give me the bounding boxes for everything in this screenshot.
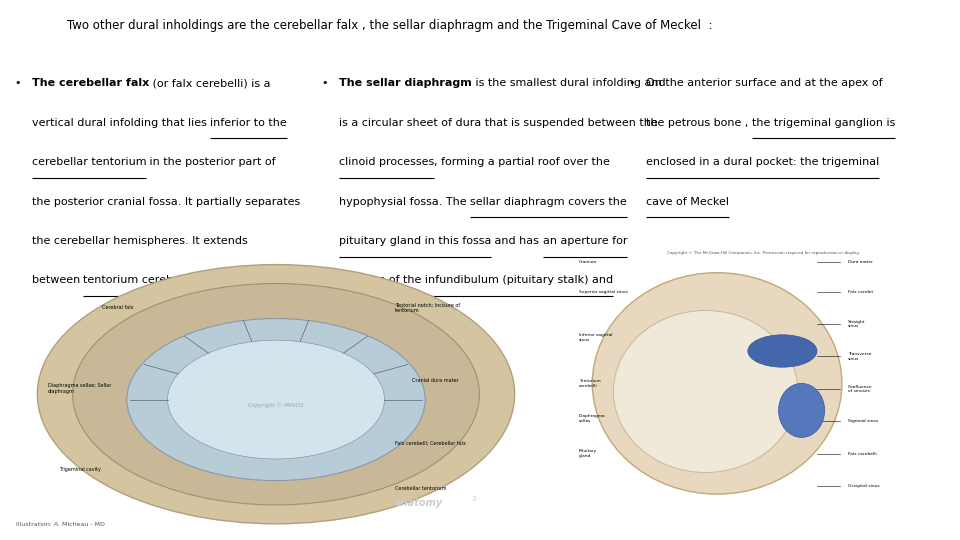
Text: between: between (32, 275, 84, 286)
Text: an aperture for: an aperture for (542, 236, 627, 246)
Text: The cerebellar falx: The cerebellar falx (32, 78, 149, 89)
Ellipse shape (613, 310, 798, 472)
Text: Falx cerebelli; Cerebellar falx: Falx cerebelli; Cerebellar falx (396, 440, 467, 445)
Text: pituitary gland in this fossa: pituitary gland in this fossa (339, 236, 492, 246)
Ellipse shape (127, 319, 425, 481)
Text: Dura mater: Dura mater (848, 260, 873, 264)
Text: Cranium: Cranium (579, 260, 597, 264)
Text: •: • (322, 78, 328, 89)
Text: the posterior cranial fossa. It partially separates: the posterior cranial fossa. It partiall… (32, 197, 300, 207)
Text: Falx cerebelli: Falx cerebelli (848, 451, 876, 456)
Text: anatomy: anatomy (396, 497, 444, 508)
Text: Inferior sagittal
sinus: Inferior sagittal sinus (579, 333, 612, 342)
Text: Cerebellar tentorium: Cerebellar tentorium (396, 486, 446, 491)
Text: Tentorium
cerebelli: Tentorium cerebelli (579, 379, 601, 388)
Text: passage of the infundibulum (pituitary stalk) and: passage of the infundibulum (pituitary s… (339, 275, 613, 286)
Text: tentorium cerebelli and occipital crest: tentorium cerebelli and occipital crest (84, 275, 296, 286)
Text: Diaphragma
sellas: Diaphragma sellas (579, 414, 606, 423)
Text: The sellar diaphragm: The sellar diaphragm (339, 78, 471, 89)
Text: , forming a partial roof over the: , forming a partial roof over the (434, 157, 610, 167)
Text: On the anterior surface and at the apex of: On the anterior surface and at the apex … (646, 78, 882, 89)
Text: Confluence
of sinuses: Confluence of sinuses (848, 384, 873, 393)
Text: hypophysial veins.: hypophysial veins. (339, 315, 443, 325)
Text: is a circular sheet of dura that is suspended between the: is a circular sheet of dura that is susp… (339, 118, 658, 128)
Text: Occipital sinus: Occipital sinus (848, 484, 879, 488)
Text: Illustration: A. Micheau - MD: Illustration: A. Micheau - MD (15, 522, 105, 526)
Text: 3: 3 (471, 496, 476, 502)
Text: sellar diaphragm covers the: sellar diaphragm covers the (470, 197, 627, 207)
Text: Copyright © IMAIOS: Copyright © IMAIOS (249, 402, 303, 408)
Text: •: • (14, 78, 21, 89)
Text: Transverse
sinus: Transverse sinus (848, 352, 871, 361)
Text: Straight
sinus: Straight sinus (848, 320, 865, 328)
Text: Pituitary
gland: Pituitary gland (579, 449, 597, 458)
Text: Trigeminal cavity: Trigeminal cavity (60, 467, 101, 472)
Text: hypophysial fossa. The: hypophysial fossa. The (339, 197, 470, 207)
Text: enclosed in a dural pocket: the trigeminal: enclosed in a dural pocket: the trigemin… (646, 157, 879, 167)
Ellipse shape (73, 284, 479, 505)
Text: (or falx cerebelli) is a: (or falx cerebelli) is a (149, 78, 271, 89)
Text: Cerebral falx: Cerebral falx (103, 305, 134, 310)
Text: the petrous bone ,: the petrous bone , (646, 118, 752, 128)
Text: Superior sagittal sinus: Superior sagittal sinus (579, 289, 628, 294)
Ellipse shape (37, 265, 515, 524)
Text: and has: and has (492, 236, 542, 246)
Text: Sigmoid sinus: Sigmoid sinus (848, 419, 878, 423)
Ellipse shape (167, 340, 384, 459)
Text: vertical dural infolding that lies: vertical dural infolding that lies (32, 118, 210, 128)
Text: cerebellar tentorium: cerebellar tentorium (32, 157, 146, 167)
Text: the trigeminal ganglion is: the trigeminal ganglion is (752, 118, 896, 128)
Text: Falx cerebri: Falx cerebri (848, 289, 873, 294)
Text: Diaphragma sellae; Sellar
diaphragm: Diaphragma sellae; Sellar diaphragm (48, 383, 111, 394)
Text: clinoid processes: clinoid processes (339, 157, 434, 167)
Text: Two other dural inholdings are the cerebellar falx , the sellar diaphragm and th: Two other dural inholdings are the cereb… (67, 19, 712, 32)
Text: Tentorial notch; Incisure of
tentorium: Tentorial notch; Incisure of tentorium (396, 302, 461, 313)
Text: inferior to the: inferior to the (210, 118, 287, 128)
Text: Cranial dura mater: Cranial dura mater (412, 378, 458, 383)
Ellipse shape (748, 335, 817, 367)
Text: in the posterior part of: in the posterior part of (146, 157, 276, 167)
Text: is the smallest dural infolding and: is the smallest dural infolding and (471, 78, 665, 89)
Text: cave of Meckel: cave of Meckel (646, 197, 729, 207)
Text: Copyright © The McGraw-Hill Companies, Inc. Permission required for reproduction: Copyright © The McGraw-Hill Companies, I… (667, 251, 859, 255)
Text: the cerebellar hemispheres. It extends: the cerebellar hemispheres. It extends (32, 236, 248, 246)
Text: •: • (629, 78, 636, 89)
Ellipse shape (779, 383, 825, 437)
Ellipse shape (592, 273, 842, 494)
